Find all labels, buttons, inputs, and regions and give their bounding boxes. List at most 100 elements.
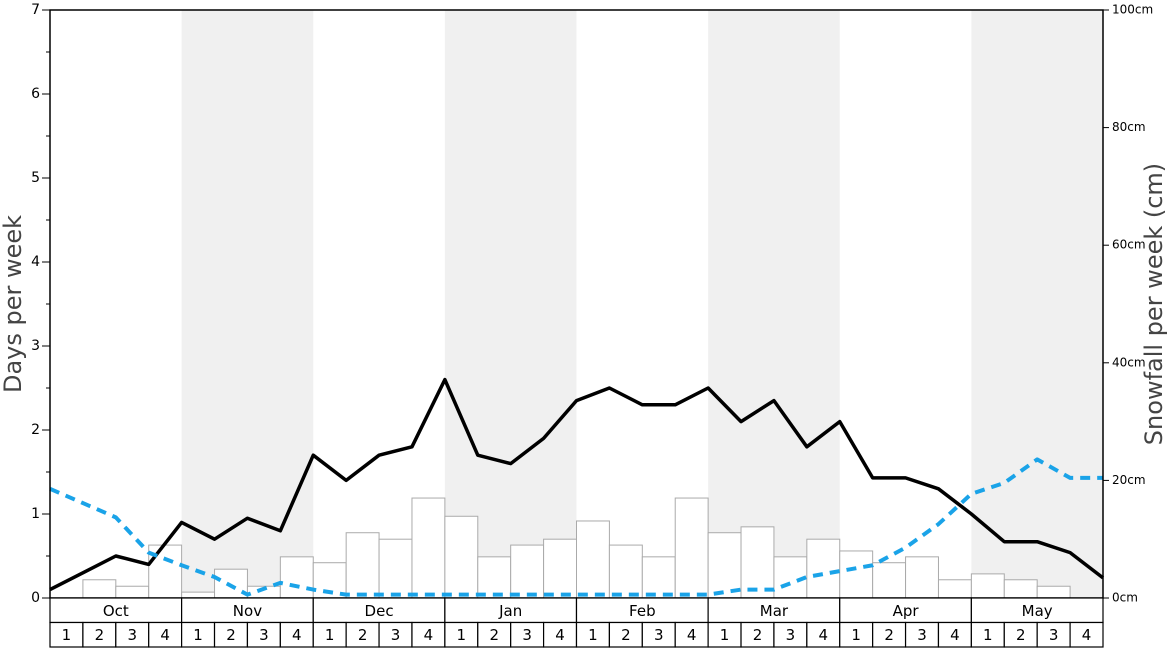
y-tick-label: 4	[31, 254, 40, 270]
week-cell	[806, 621, 841, 648]
y-tick-label: 5	[31, 170, 40, 186]
snowfall-bar	[181, 591, 216, 599]
week-label: 1	[983, 626, 993, 644]
week-label: 1	[588, 626, 598, 644]
y-tick-label: 2	[31, 422, 40, 438]
week-label: 4	[424, 626, 434, 644]
snowfall-bar	[411, 497, 446, 599]
week-label: 4	[160, 626, 170, 644]
week-label: 4	[819, 626, 829, 644]
week-cell	[773, 621, 808, 648]
week-cell	[904, 621, 940, 648]
week-label: 1	[457, 626, 467, 644]
month-cell	[181, 597, 314, 624]
week-cell	[82, 621, 117, 648]
snowfall-bar	[279, 556, 314, 599]
week-label: 2	[753, 626, 763, 644]
month-label: May	[1022, 602, 1053, 620]
month-band	[444, 10, 577, 598]
y-axis-label: Days per week	[0, 215, 27, 393]
y2-tick-label: 60cm	[1112, 238, 1146, 252]
snowfall-bar	[806, 538, 841, 599]
snowfall-bar	[641, 556, 676, 599]
month-cell	[839, 597, 972, 624]
snowfall-bar	[345, 532, 380, 599]
dashed-line	[49, 457, 1103, 597]
week-label: 3	[127, 626, 137, 644]
week-label: 1	[62, 626, 72, 644]
week-cell	[246, 621, 281, 648]
week-label: 1	[193, 626, 203, 644]
snowfall-bar	[378, 538, 413, 599]
week-cell	[148, 621, 183, 648]
week-cell	[411, 621, 446, 648]
week-cell	[510, 621, 545, 648]
month-label: Feb	[629, 602, 656, 620]
snowfall-bar	[905, 556, 939, 599]
week-cell	[707, 621, 742, 648]
week-label: 2	[95, 626, 105, 644]
week-label: 1	[720, 626, 730, 644]
week-label: 3	[1049, 626, 1059, 644]
snowfall-bar	[115, 585, 150, 599]
y-tick-label: 6	[31, 86, 40, 102]
y2-tick-label: 80cm	[1112, 120, 1146, 134]
week-label: 2	[226, 626, 236, 644]
month-label: Nov	[233, 602, 262, 620]
y2-tick-label: 20cm	[1112, 473, 1146, 487]
y2-tick-label: 40cm	[1112, 355, 1146, 369]
week-label: 2	[884, 626, 894, 644]
y-tick-label: 0	[31, 590, 40, 606]
week-label: 1	[851, 626, 861, 644]
week-label: 2	[1016, 626, 1026, 644]
snowfall-bar	[82, 579, 117, 599]
week-label: 3	[654, 626, 664, 644]
snowfall-bar	[970, 573, 1005, 599]
week-cell	[575, 621, 611, 648]
month-band	[181, 10, 314, 598]
y2-axis-label: Snowfall per week (cm)	[1140, 163, 1168, 445]
week-label: 2	[358, 626, 368, 644]
week-label: 2	[489, 626, 499, 644]
week-label: 1	[325, 626, 335, 644]
week-cell	[477, 621, 512, 648]
days-line	[49, 377, 1105, 592]
month-label: Dec	[365, 602, 394, 620]
week-cell	[444, 621, 479, 648]
month-label: Mar	[760, 602, 789, 620]
week-cell	[839, 621, 874, 648]
week-label: 4	[1082, 626, 1092, 644]
week-label: 3	[786, 626, 796, 644]
snowfall-bar	[1003, 579, 1038, 599]
month-label: Jan	[498, 602, 522, 620]
week-cell	[378, 621, 413, 648]
month-cell	[970, 597, 1104, 624]
month-band	[708, 10, 840, 598]
y-tick-label: 1	[31, 506, 40, 522]
week-cell	[674, 621, 709, 648]
month-label: Oct	[103, 602, 129, 620]
week-cell	[872, 621, 907, 648]
week-cell	[279, 621, 314, 648]
snowfall-bar	[1036, 585, 1071, 599]
y-tick-label: 3	[31, 338, 40, 354]
y2-tick-label: 100cm	[1112, 3, 1153, 17]
week-label: 4	[555, 626, 565, 644]
month-cell	[575, 597, 709, 624]
week-label: 3	[391, 626, 401, 644]
week-cell	[213, 621, 249, 648]
week-cell	[1003, 621, 1038, 648]
week-cell	[608, 621, 643, 648]
snowfall-bar	[477, 556, 512, 599]
week-cell	[115, 621, 150, 648]
snowfall-bar	[740, 526, 775, 599]
snowfall-bar	[839, 550, 874, 599]
week-cell	[1069, 621, 1104, 648]
month-cell	[312, 597, 446, 624]
month-band	[971, 10, 1103, 598]
snowfall-bar	[543, 538, 577, 599]
week-cell	[937, 621, 972, 648]
week-label: 3	[522, 626, 532, 644]
